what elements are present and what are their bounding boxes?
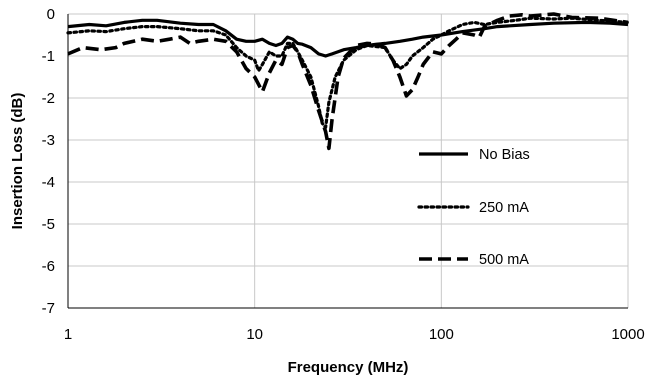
y-tick-label: 0 <box>47 6 55 23</box>
x-tick-labels: 1 10 100 1000 <box>64 326 645 343</box>
y-tick-labels: 0 -1 -2 -3 -4 -5 -6 -7 <box>42 6 55 317</box>
plot-frame <box>67 14 628 309</box>
legend-label: 500 mA <box>479 252 529 268</box>
legend-label: 250 mA <box>479 200 529 216</box>
gridlines <box>68 13 629 308</box>
y-tick-label: -3 <box>42 132 55 149</box>
series-line-2 <box>66 16 630 129</box>
legend: No Bias 250 mA 500 mA <box>417 147 530 268</box>
y-tick-label: -7 <box>42 300 55 317</box>
x-axis-title: Frequency (MHz) <box>288 359 409 376</box>
x-tick-label: 1000 <box>611 326 644 343</box>
series-lines <box>66 12 630 151</box>
series-line-3 <box>67 12 629 151</box>
legend-label: No Bias <box>479 147 530 163</box>
y-tick-label: -6 <box>42 258 55 275</box>
y-tick-label: -2 <box>42 90 55 107</box>
x-tick-label: 100 <box>429 326 454 343</box>
y-tick-label: -1 <box>42 48 55 65</box>
y-axis-title: Insertion Loss (dB) <box>9 93 26 230</box>
y-tick-label: -5 <box>42 216 55 233</box>
x-tick-label: 10 <box>246 326 263 343</box>
y-tick-label: -4 <box>42 174 55 191</box>
x-tick-label: 1 <box>64 326 72 343</box>
